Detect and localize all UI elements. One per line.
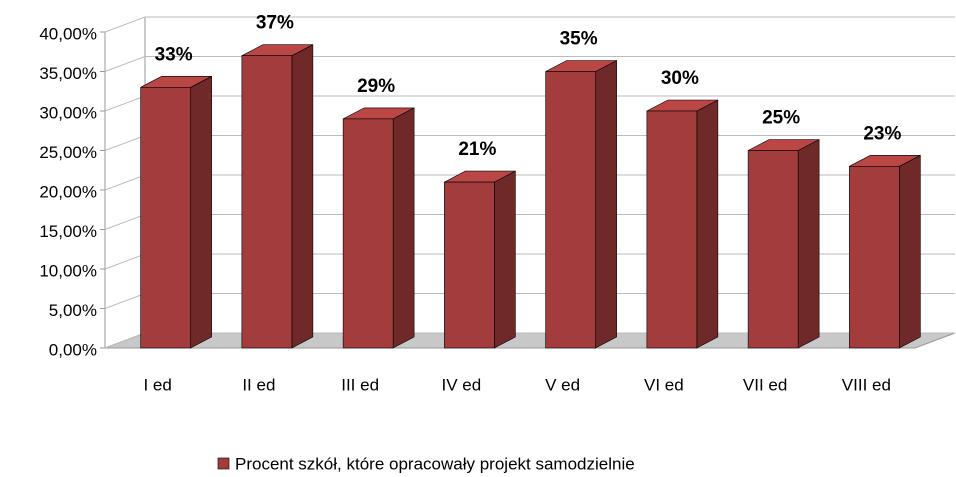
- grid-line-side: [104, 332, 146, 349]
- y-tick-label: 25,00%: [39, 143, 97, 162]
- grid-line-side: [104, 16, 146, 33]
- y-tick-label: 35,00%: [39, 64, 97, 83]
- bar-side: [291, 44, 314, 349]
- bar-side: [392, 107, 415, 349]
- y-tick-label: 30,00%: [39, 103, 97, 122]
- value-label: 25%: [762, 108, 800, 129]
- x-tick-label: IV ed: [442, 375, 482, 394]
- x-tick-label: VIII ed: [842, 375, 891, 394]
- bar: [545, 71, 596, 349]
- grid-line-side: [104, 95, 146, 112]
- bar-side: [595, 60, 617, 349]
- value-label: 23%: [863, 123, 901, 144]
- x-tick-label: II ed: [242, 375, 275, 394]
- value-label: 30%: [661, 68, 699, 89]
- bar: [444, 181, 495, 349]
- value-label: 37%: [256, 13, 294, 34]
- bar: [140, 87, 191, 349]
- value-label: 35%: [560, 29, 598, 50]
- y-tick-label: 40,00%: [39, 24, 97, 43]
- bar-side: [899, 154, 921, 349]
- grid-line-side: [104, 214, 146, 230]
- value-label: 29%: [357, 76, 395, 97]
- bar-side: [696, 99, 719, 349]
- x-tick-label: I ed: [143, 375, 171, 394]
- bar: [849, 166, 900, 349]
- x-tick-label: III ed: [341, 375, 379, 394]
- grid-line-side: [104, 56, 146, 72]
- x-tick-label: V ed: [545, 375, 580, 394]
- y-tick-label: 5,00%: [49, 301, 97, 320]
- y-tick-label: 10,00%: [39, 261, 97, 280]
- x-tick-label: VII ed: [743, 375, 787, 394]
- bar-side: [494, 170, 516, 349]
- legend-label: Procent szkół, które opracowały projekt …: [235, 454, 635, 473]
- bar: [747, 150, 799, 349]
- legend-swatch: [217, 457, 230, 470]
- grid-line-side: [104, 293, 146, 309]
- grid-line-side: [104, 135, 146, 151]
- floor: [104, 332, 956, 349]
- value-label: 33%: [155, 44, 193, 65]
- bar: [646, 110, 698, 349]
- x-tick-label: VI ed: [644, 375, 684, 394]
- bar-side: [190, 75, 212, 349]
- value-label: 21%: [458, 139, 496, 160]
- bar: [342, 118, 394, 349]
- grid-line-side: [104, 174, 146, 191]
- bar: [241, 55, 293, 349]
- y-tick-label: 0,00%: [49, 340, 97, 359]
- y-tick-label: 20,00%: [39, 182, 97, 201]
- y-tick-label: 15,00%: [39, 222, 97, 241]
- bar-side: [797, 139, 820, 349]
- grid-line-side: [104, 253, 146, 270]
